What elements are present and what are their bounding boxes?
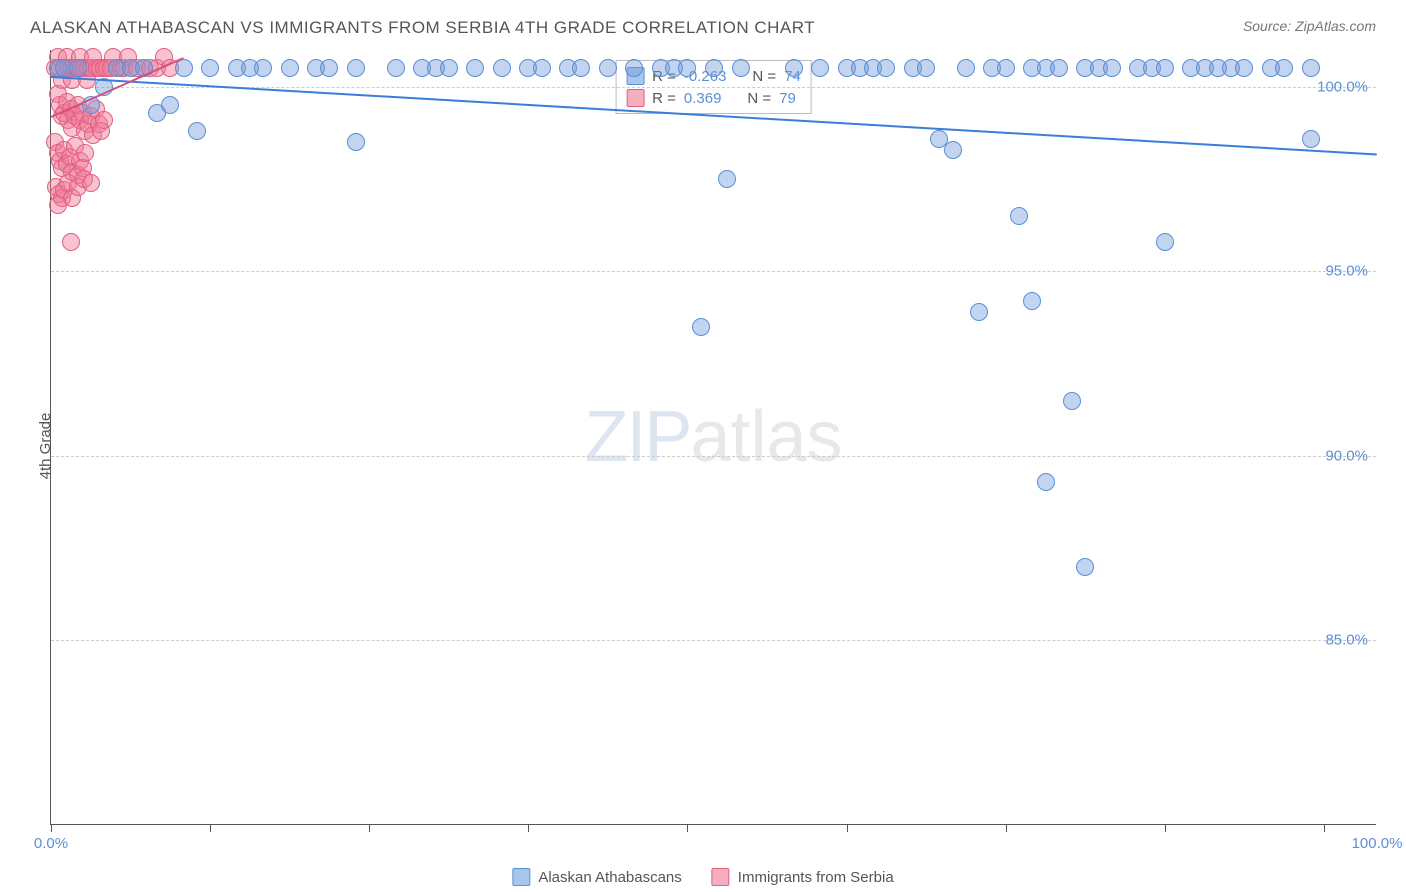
point-athabascan [1037, 473, 1055, 491]
point-athabascan [161, 96, 179, 114]
plot-area: ZIPatlas R = -0.263 N = 74 R = 0.369 N =… [50, 50, 1376, 825]
y-tick-label: 95.0% [1325, 263, 1368, 280]
x-tick [210, 824, 211, 832]
x-tick [1006, 824, 1007, 832]
grid-line [51, 640, 1376, 641]
point-athabascan [917, 59, 935, 77]
point-athabascan [1103, 59, 1121, 77]
point-athabascan [1302, 59, 1320, 77]
x-tick [528, 824, 529, 832]
legend-label-blue: Alaskan Athabascans [538, 869, 681, 886]
legend-swatch-blue [512, 868, 530, 886]
point-athabascan [957, 59, 975, 77]
point-athabascan [1050, 59, 1068, 77]
point-athabascan [69, 59, 87, 77]
x-tick [1165, 824, 1166, 832]
point-serbia [82, 174, 100, 192]
point-athabascan [625, 59, 643, 77]
watermark-atlas: atlas [690, 397, 842, 477]
point-athabascan [493, 59, 511, 77]
point-athabascan [466, 59, 484, 77]
point-athabascan [440, 59, 458, 77]
x-tick [847, 824, 848, 832]
y-tick-label: 85.0% [1325, 632, 1368, 649]
point-athabascan [281, 59, 299, 77]
point-athabascan [1275, 59, 1293, 77]
x-tick [1324, 824, 1325, 832]
x-tick-label: 0.0% [34, 835, 68, 852]
point-athabascan [970, 303, 988, 321]
point-athabascan [944, 141, 962, 159]
point-athabascan [201, 59, 219, 77]
point-athabascan [997, 59, 1015, 77]
point-athabascan [678, 59, 696, 77]
point-athabascan [705, 59, 723, 77]
point-athabascan [1076, 558, 1094, 576]
swatch-pink [626, 89, 644, 107]
point-athabascan [572, 59, 590, 77]
legend-item-pink: Immigrants from Serbia [712, 868, 894, 886]
point-athabascan [347, 59, 365, 77]
legend-label-pink: Immigrants from Serbia [738, 869, 894, 886]
n-label: N = [747, 90, 771, 107]
grid-line [51, 456, 1376, 457]
x-tick [369, 824, 370, 832]
point-serbia [62, 233, 80, 251]
x-tick [687, 824, 688, 832]
source-attribution: Source: ZipAtlas.com [1243, 18, 1376, 34]
r-label: R = [652, 90, 676, 107]
point-serbia [95, 111, 113, 129]
legend-item-blue: Alaskan Athabascans [512, 868, 681, 886]
x-tick [51, 824, 52, 832]
x-tick-label: 100.0% [1352, 835, 1403, 852]
y-tick-label: 90.0% [1325, 447, 1368, 464]
chart-title: ALASKAN ATHABASCAN VS IMMIGRANTS FROM SE… [30, 18, 815, 38]
point-athabascan [1156, 59, 1174, 77]
point-athabascan [188, 122, 206, 140]
stats-row-pink: R = 0.369 N = 79 [626, 87, 801, 109]
point-athabascan [1302, 130, 1320, 148]
grid-line [51, 271, 1376, 272]
point-serbia [76, 144, 94, 162]
legend-swatch-pink [712, 868, 730, 886]
point-athabascan [254, 59, 272, 77]
y-tick-label: 100.0% [1317, 78, 1368, 95]
point-athabascan [692, 318, 710, 336]
point-athabascan [599, 59, 617, 77]
n-label: N = [752, 68, 776, 85]
point-athabascan [1235, 59, 1253, 77]
point-athabascan [877, 59, 895, 77]
point-athabascan [811, 59, 829, 77]
point-athabascan [718, 170, 736, 188]
point-athabascan [1023, 292, 1041, 310]
n-value-pink: 79 [779, 90, 796, 107]
point-athabascan [785, 59, 803, 77]
point-serbia [49, 196, 67, 214]
point-athabascan [533, 59, 551, 77]
point-athabascan [387, 59, 405, 77]
r-value-pink: 0.369 [684, 90, 722, 107]
point-athabascan [320, 59, 338, 77]
watermark: ZIPatlas [584, 396, 842, 478]
point-athabascan [732, 59, 750, 77]
point-athabascan [175, 59, 193, 77]
point-athabascan [1010, 207, 1028, 225]
point-athabascan [347, 133, 365, 151]
watermark-zip: ZIP [584, 397, 690, 477]
legend: Alaskan Athabascans Immigrants from Serb… [512, 868, 893, 886]
point-athabascan [1156, 233, 1174, 251]
point-athabascan [1063, 392, 1081, 410]
